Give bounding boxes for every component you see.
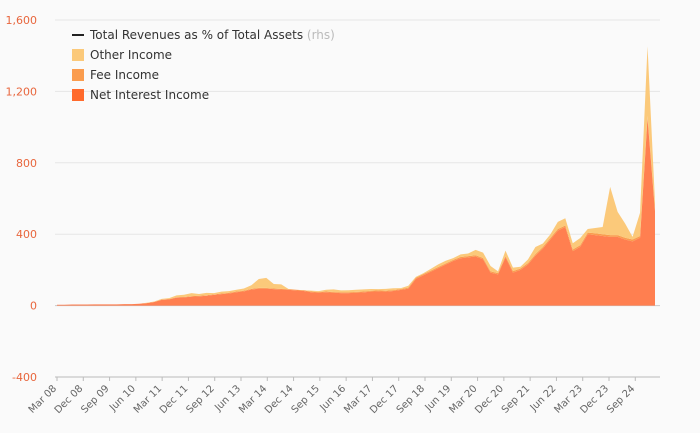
area-series — [57, 46, 655, 306]
y-tick-label: 400 — [16, 228, 37, 241]
y-axis-ticks: -400 0 400 800 1,200 1,600 — [6, 14, 38, 384]
legend-label: Total Revenues as % of Total Assets (rhs… — [89, 28, 335, 42]
x-tick-label: Dec 14 — [263, 383, 296, 416]
y-tick-label: 1,600 — [6, 14, 38, 27]
legend-swatch — [72, 89, 84, 101]
y-tick-label: -400 — [12, 371, 37, 384]
legend: Total Revenues as % of Total Assets (rhs… — [72, 28, 335, 102]
legend-label: Fee Income — [90, 68, 159, 82]
x-tick-label: Dec 11 — [158, 383, 191, 416]
x-tick-label: Sep 12 — [184, 383, 216, 415]
x-tick-label: Dec 20 — [473, 383, 506, 416]
area-net-interest-income — [57, 118, 655, 306]
legend-label: Other Income — [90, 48, 172, 62]
y-tick-label: 0 — [30, 300, 37, 313]
legend-label: Net Interest Income — [90, 88, 209, 102]
x-tick-label: Sep 09 — [79, 383, 111, 415]
y-tick-label: 800 — [16, 157, 37, 170]
legend-suffix: (rhs) — [303, 28, 335, 42]
x-tick-label: Dec 08 — [53, 383, 86, 416]
x-tick-label: Sep 18 — [395, 383, 427, 415]
x-tick-label: Dec 17 — [368, 383, 401, 416]
legend-swatch — [72, 49, 84, 61]
legend-swatch — [72, 69, 84, 81]
x-tick-label: Dec 23 — [578, 383, 611, 416]
x-tick-label: Sep 15 — [290, 383, 322, 415]
y-tick-label: 1,200 — [6, 85, 38, 98]
x-tick-label: Sep 21 — [500, 383, 532, 415]
x-tick-label: Sep 24 — [605, 383, 637, 415]
